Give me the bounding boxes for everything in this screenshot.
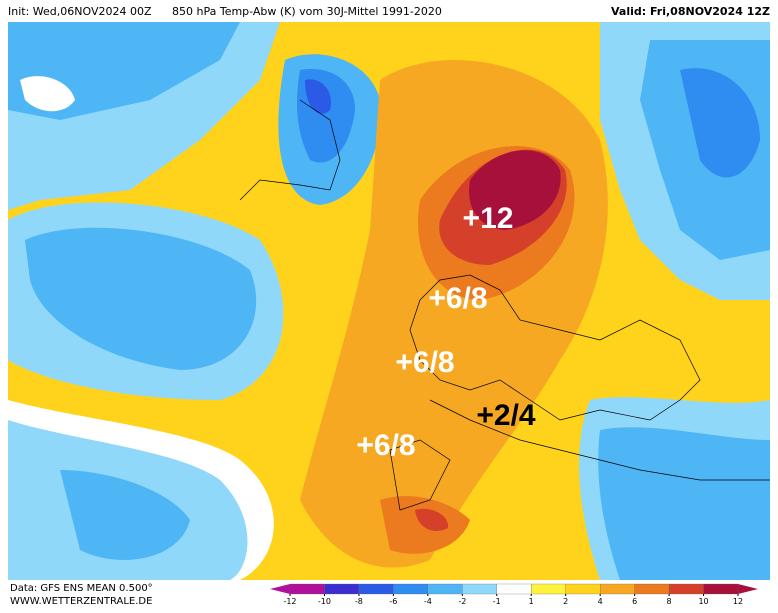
map-title: 850 hPa Temp-Abw (K) vom 30J-Mittel 1991… (172, 5, 442, 18)
colorbar-arrow-left (270, 584, 290, 594)
colorbar-tick-label: -8 (355, 597, 363, 606)
colorbar-tick-label: -4 (424, 597, 432, 606)
colorbar: -12 -10 -8 -6 -4 -2 -1 1 2 4 6 8 10 12 (270, 583, 758, 606)
colorbar-tick-label: 1 (529, 597, 534, 606)
colorbar-bin (531, 583, 566, 595)
annotation: +2/4 (476, 399, 536, 432)
colorbar-bin (703, 583, 739, 595)
colorbar-tick-label: 10 (698, 597, 708, 606)
colorbar-bin (358, 583, 394, 595)
colorbar-tick-label: -6 (389, 597, 397, 606)
colorbar-tick-label: -10 (318, 597, 331, 606)
colorbar-bin (634, 583, 670, 595)
footer-site: WWW.WETTERZENTRALE.DE (10, 596, 152, 607)
colorbar-tick-label: 8 (667, 597, 672, 606)
colorbar-arrow-right (738, 584, 758, 594)
annotation: +6/8 (356, 429, 415, 462)
colorbar-bin (496, 583, 532, 595)
annotation: +6/8 (395, 346, 454, 379)
colorbar-bin (668, 583, 704, 595)
annotation: +6/8 (428, 282, 487, 315)
colorbar-tick-label: 4 (598, 597, 603, 606)
colorbar-bin (600, 583, 635, 595)
valid-text: Valid: Fri,08NOV2024 12Z (611, 5, 770, 18)
colorbar-bin (565, 583, 601, 595)
annotation: +12 (463, 202, 514, 235)
colorbar-tick-label: 6 (632, 597, 637, 606)
colorbar-tick-label: 2 (563, 597, 568, 606)
colorbar-tick-label: -2 (458, 597, 466, 606)
colorbar-tick-label: -1 (493, 597, 501, 606)
map (8, 22, 770, 580)
colorbar-bin (289, 583, 325, 595)
colorbar-tick-label: 12 (733, 597, 743, 606)
init-text: Init: Wed,06NOV2024 00Z (8, 5, 152, 18)
colorbar-tick-label: -12 (283, 597, 296, 606)
colorbar-bin (462, 583, 497, 595)
colorbar-bin (427, 583, 463, 595)
colorbar-bin (324, 583, 360, 595)
footer-data: Data: GFS ENS MEAN 0.500° (10, 583, 153, 594)
colorbar-bin (393, 583, 428, 595)
